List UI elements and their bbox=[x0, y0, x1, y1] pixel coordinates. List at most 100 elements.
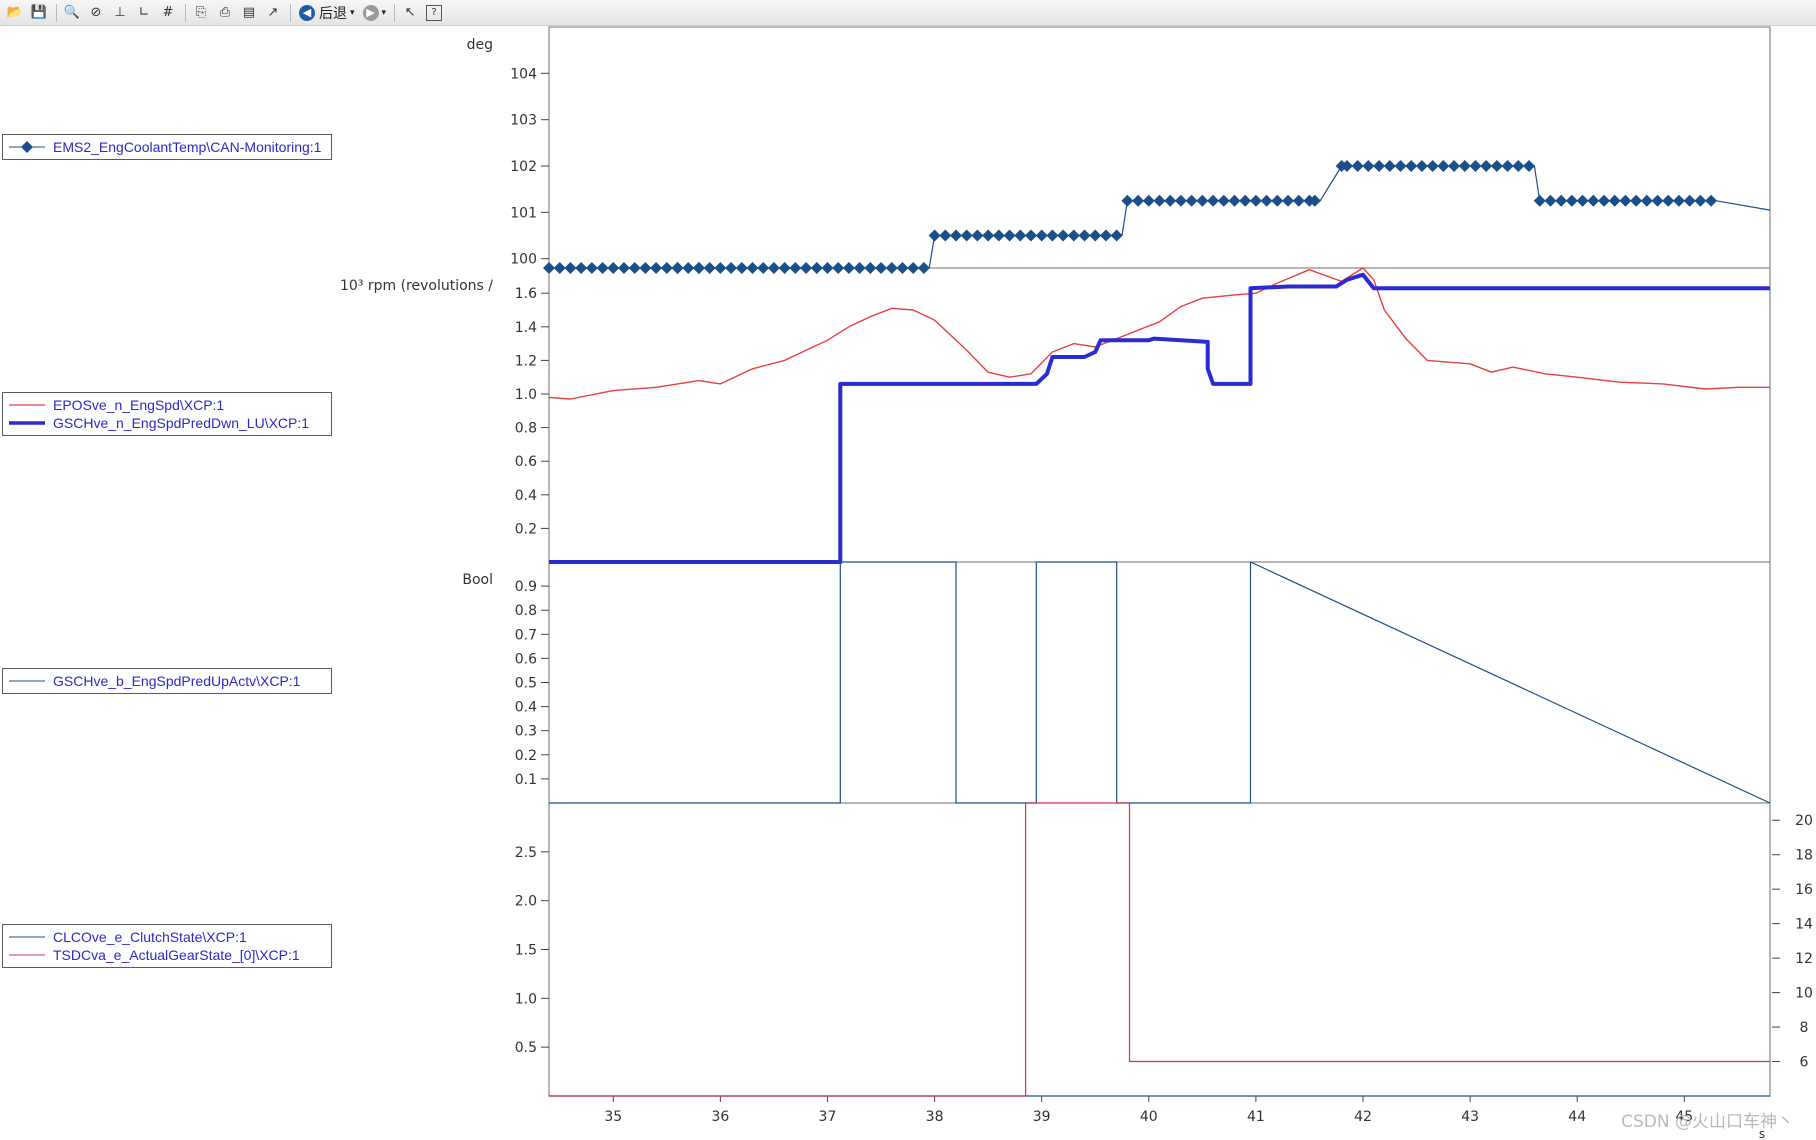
y-tick-label: 0.3 bbox=[515, 724, 537, 740]
data-point-marker bbox=[585, 262, 598, 274]
data-point-marker bbox=[853, 262, 866, 274]
data-point-marker bbox=[1544, 194, 1557, 207]
data-point-marker bbox=[1121, 194, 1134, 207]
y-tick-label: 101 bbox=[510, 205, 537, 221]
data-point-marker bbox=[778, 262, 791, 274]
legend-item[interactable]: CLCOve_e_ClutchState\XCP:1 bbox=[9, 928, 325, 946]
y-tick-label: 0.6 bbox=[515, 651, 537, 667]
legend-label: EPOSve_n_EngSpd\XCP:1 bbox=[53, 397, 225, 413]
data-point-marker bbox=[1308, 194, 1321, 207]
toolbar-separator bbox=[185, 3, 186, 22]
data-point-marker bbox=[735, 262, 748, 274]
open-icon[interactable]: 📂 bbox=[6, 5, 24, 20]
axis-icon[interactable]: ∟ bbox=[138, 5, 150, 20]
help-button[interactable]: ? bbox=[423, 2, 445, 24]
series-line bbox=[548, 267, 1770, 400]
data-point-marker bbox=[1196, 194, 1209, 207]
data-point-marker bbox=[1046, 229, 1059, 242]
data-point-marker bbox=[1217, 194, 1230, 207]
copy-icon[interactable]: ⎘ bbox=[195, 5, 207, 20]
legend-coolant-temp[interactable]: EMS2_EngCoolantTemp\CAN-Monitoring:1 bbox=[2, 134, 332, 160]
y2-tick-label: 16 bbox=[1795, 882, 1813, 898]
line-sample-icon bbox=[9, 936, 45, 938]
data-point-marker bbox=[1501, 160, 1514, 173]
data-point-marker bbox=[1608, 194, 1621, 207]
data-point-marker bbox=[660, 262, 673, 274]
data-point-marker bbox=[1576, 194, 1589, 207]
data-point-marker bbox=[1490, 160, 1503, 173]
line-sample-icon bbox=[9, 954, 45, 956]
y-tick-label: 1.2 bbox=[515, 353, 537, 369]
legend-item[interactable]: GSCHve_b_EngSpdPredUpActv\XCP:1 bbox=[9, 672, 325, 690]
data-point-marker bbox=[1469, 160, 1482, 173]
print-icon[interactable]: ⎙ bbox=[219, 5, 231, 20]
data-point-marker bbox=[1705, 194, 1718, 207]
zoom-in-icon[interactable]: 🔍 bbox=[63, 5, 81, 20]
line-sample-icon bbox=[9, 421, 45, 425]
data-point-marker bbox=[1260, 194, 1273, 207]
data-point-marker bbox=[1437, 160, 1450, 173]
data-point-marker bbox=[746, 262, 759, 274]
data-point-marker bbox=[1480, 160, 1493, 173]
help-icon: ? bbox=[426, 4, 443, 21]
legend-speed-pred-up[interactable]: GSCHve_b_EngSpdPredUpActv\XCP:1 bbox=[2, 668, 332, 694]
y2-tick-label: 18 bbox=[1795, 848, 1813, 864]
y-tick-label: 1.0 bbox=[515, 991, 537, 1007]
data-point-marker bbox=[1597, 194, 1610, 207]
zoom-reset-icon[interactable]: ⊘ bbox=[90, 5, 102, 20]
legend-item[interactable]: TSDCva_e_ActualGearState_[0]\XCP:1 bbox=[9, 946, 325, 964]
data-point-marker bbox=[628, 262, 641, 274]
data-point-marker bbox=[1271, 194, 1284, 207]
y-tick-label: 0.9 bbox=[515, 579, 537, 595]
print-preview-icon[interactable]: ▤ bbox=[242, 5, 256, 20]
data-point-marker bbox=[639, 262, 652, 274]
legend-item[interactable]: EMS2_EngCoolantTemp\CAN-Monitoring:1 bbox=[9, 138, 325, 156]
data-point-marker bbox=[1078, 229, 1091, 242]
forward-button[interactable]: ▶ ▾ bbox=[359, 2, 391, 24]
line-sample-icon bbox=[9, 404, 45, 406]
data-point-marker bbox=[1099, 229, 1112, 242]
axis-fit-icon[interactable]: ⊥ bbox=[114, 5, 126, 20]
data-point-marker bbox=[1533, 194, 1546, 207]
data-point-marker bbox=[1249, 194, 1262, 207]
data-point-marker bbox=[928, 229, 941, 242]
pointer-icon[interactable]: ↖ bbox=[404, 5, 416, 20]
data-point-marker bbox=[1512, 160, 1525, 173]
y-tick-label: 0.2 bbox=[515, 521, 537, 537]
y-tick-label: 0.6 bbox=[515, 454, 537, 470]
y-tick-label: 102 bbox=[510, 159, 537, 175]
legend-item[interactable]: GSCHve_n_EngSpdPredDwn_LU\XCP:1 bbox=[9, 414, 325, 432]
data-point-marker bbox=[1405, 160, 1418, 173]
data-point-marker bbox=[1174, 194, 1187, 207]
export-icon[interactable]: ↗ bbox=[267, 5, 279, 20]
toolbar-separator bbox=[290, 3, 291, 22]
series-line bbox=[549, 561, 1771, 804]
data-point-marker bbox=[1383, 160, 1396, 173]
data-point-marker bbox=[543, 262, 555, 274]
y2-tick-label: 10 bbox=[1795, 986, 1813, 1002]
series-line bbox=[549, 272, 1770, 564]
legend-engine-speed[interactable]: EPOSve_n_EngSpd\XCP:1 GSCHve_n_EngSpdPre… bbox=[2, 392, 332, 436]
back-button[interactable]: ◀ 后退 ▾ bbox=[295, 2, 359, 24]
y-axis-unit: deg bbox=[467, 37, 493, 53]
grid-icon[interactable]: # bbox=[162, 5, 174, 20]
data-point-marker bbox=[1239, 194, 1252, 207]
data-point-marker bbox=[960, 229, 973, 242]
data-point-marker bbox=[875, 262, 888, 274]
data-point-marker bbox=[692, 262, 705, 274]
legend-label: GSCHve_n_EngSpdPredDwn_LU\XCP:1 bbox=[53, 415, 310, 431]
legend-item[interactable]: EPOSve_n_EngSpd\XCP:1 bbox=[9, 396, 325, 414]
data-point-marker bbox=[1185, 194, 1198, 207]
data-point-marker bbox=[1426, 160, 1439, 173]
y-tick-label: 0.7 bbox=[515, 627, 537, 643]
data-point-marker bbox=[950, 229, 962, 242]
legend-clutch-gear[interactable]: CLCOve_e_ClutchState\XCP:1 TSDCva_e_Actu… bbox=[2, 924, 332, 968]
data-point-marker bbox=[1565, 194, 1578, 207]
data-point-marker bbox=[1362, 160, 1375, 173]
data-point-marker bbox=[1003, 229, 1016, 242]
data-point-marker bbox=[767, 262, 780, 274]
data-point-marker bbox=[564, 262, 577, 274]
y-tick-label: 103 bbox=[510, 113, 537, 129]
save-icon[interactable]: 💾 bbox=[30, 5, 48, 20]
